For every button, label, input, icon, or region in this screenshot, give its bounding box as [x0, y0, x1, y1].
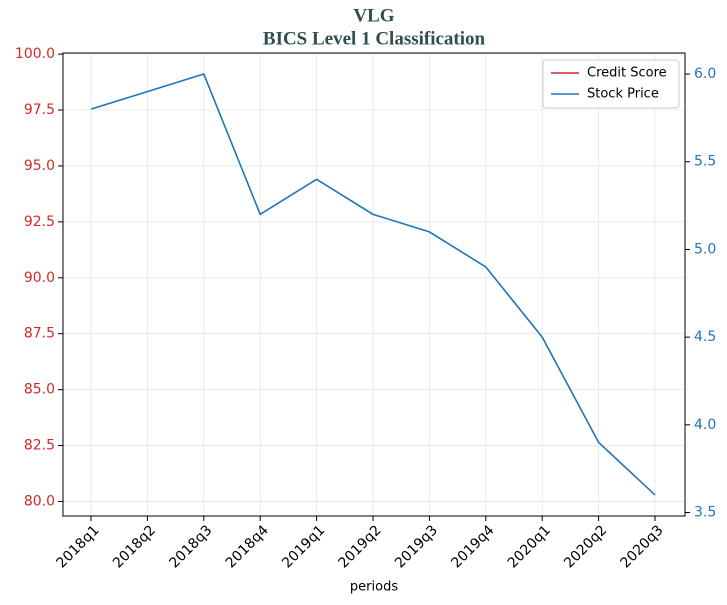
- line-series: [90, 73, 656, 496]
- chart-title: VLG: [353, 5, 394, 26]
- y2-tick-label: 5.5: [694, 154, 716, 170]
- x-axis-label: periods: [350, 580, 398, 595]
- y-tick-label: 92.5: [24, 214, 55, 230]
- y-tick-label: 100.0: [15, 46, 55, 62]
- y-tick-label: 97.5: [24, 102, 55, 118]
- x-tick-label: 2019q2: [336, 522, 385, 571]
- legend-label: Credit Score: [587, 66, 667, 81]
- y2-tick-label: 4.5: [694, 329, 716, 345]
- y-tick-label: 87.5: [24, 326, 55, 342]
- x-tick-label: 2018q2: [110, 522, 159, 571]
- legend-label: Stock Price: [587, 87, 659, 102]
- y-tick-label: 85.0: [24, 382, 55, 398]
- y-tick-label: 95.0: [24, 158, 55, 174]
- x-tick-label: 2019q3: [392, 522, 441, 571]
- legend-box: [542, 59, 680, 109]
- x-tick-label: 2019q4: [448, 522, 497, 571]
- y2-tick-label: 6.0: [694, 66, 716, 82]
- y2-tick-label: 3.5: [694, 504, 716, 520]
- x-tick-label: 2019q1: [279, 522, 328, 571]
- y2-tick-label: 5.0: [694, 241, 716, 257]
- y-tick-label: 80.0: [24, 493, 55, 509]
- x-tick-label: 2018q4: [223, 522, 272, 571]
- x-tick-label: 2020q2: [561, 522, 610, 571]
- x-tick-label: 2020q3: [618, 522, 667, 571]
- y2-tick-label: 4.0: [694, 417, 716, 433]
- x-tick-label: 2018q1: [54, 522, 103, 571]
- y-tick-label: 90.0: [24, 270, 55, 286]
- y-tick-label: 82.5: [24, 438, 55, 454]
- plot-frame: [62, 52, 686, 517]
- chart-subtitle: BICS Level 1 Classification: [263, 28, 486, 49]
- x-tick-label: 2018q3: [166, 522, 215, 571]
- x-tick-label: 2020q1: [505, 522, 554, 571]
